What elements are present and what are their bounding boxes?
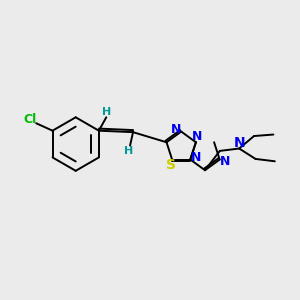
Text: N: N xyxy=(190,151,201,164)
Text: N: N xyxy=(220,155,230,168)
Text: H: H xyxy=(102,107,111,117)
Text: N: N xyxy=(171,123,181,136)
Text: N: N xyxy=(234,136,246,150)
Text: H: H xyxy=(124,146,133,156)
Text: N: N xyxy=(192,130,203,143)
Text: Cl: Cl xyxy=(23,113,36,126)
Text: S: S xyxy=(166,158,176,172)
